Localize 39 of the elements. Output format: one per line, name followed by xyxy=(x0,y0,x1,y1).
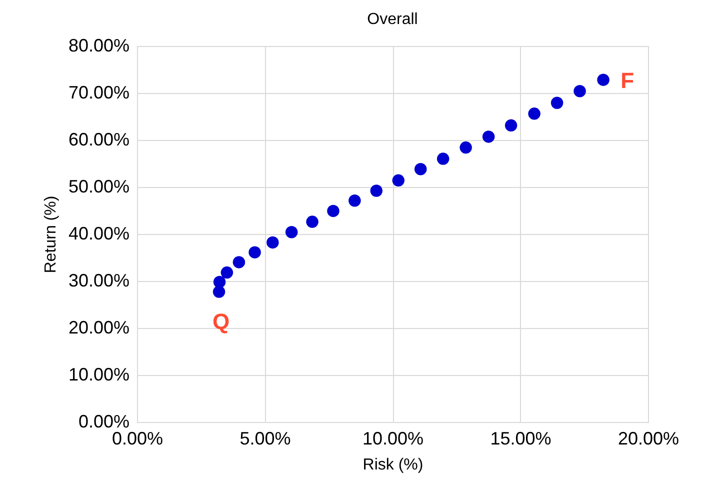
point xyxy=(597,74,610,86)
y-tick-label: 30.00% xyxy=(68,270,130,290)
y-tick-label: 20.00% xyxy=(68,318,130,338)
x-axis-title: Risk (%) xyxy=(362,456,424,474)
point xyxy=(414,163,427,176)
y-tick-label: 80.00% xyxy=(68,36,130,56)
y-axis-title: Return (%) xyxy=(42,196,60,274)
point xyxy=(550,96,564,109)
point xyxy=(266,236,279,249)
point xyxy=(392,174,404,187)
y-tick-label: 40.00% xyxy=(68,224,130,244)
y-tick-label: 50.00% xyxy=(68,176,130,196)
y-tick-label: 60.00% xyxy=(68,130,130,150)
annotation: F xyxy=(620,68,634,93)
point xyxy=(460,141,472,154)
point xyxy=(348,194,361,207)
point xyxy=(504,119,518,132)
point xyxy=(482,130,495,143)
point xyxy=(574,85,586,98)
x-tick-label: 0.00% xyxy=(112,428,164,448)
point xyxy=(327,204,340,218)
point xyxy=(220,266,234,279)
point xyxy=(370,184,383,197)
point xyxy=(232,256,246,268)
y-tick-label: 70.00% xyxy=(68,82,130,102)
x-tick-label: 20.00% xyxy=(618,428,680,448)
y-tick-label: 10.00% xyxy=(68,364,130,384)
point xyxy=(528,108,540,120)
annotation: Q xyxy=(212,308,230,334)
x-tick-label: 10.00% xyxy=(362,428,424,448)
x-tick-label: 5.00% xyxy=(240,428,291,448)
point xyxy=(213,276,226,288)
point xyxy=(306,216,318,228)
point xyxy=(248,246,261,258)
point xyxy=(285,226,298,238)
chart-title: Overall xyxy=(367,11,418,28)
x-tick-label: 15.00% xyxy=(490,428,552,448)
y-tick-label: 0.00% xyxy=(78,412,130,432)
point xyxy=(436,152,450,165)
